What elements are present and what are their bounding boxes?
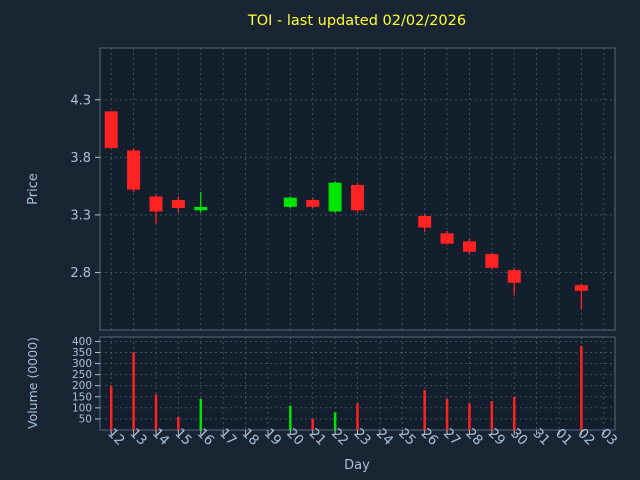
volume-bar (109, 385, 113, 430)
tick-marks (95, 99, 605, 435)
candle-body (171, 199, 185, 208)
candle-body (104, 111, 118, 149)
price-axis-label: Price (26, 173, 41, 205)
candle-body (149, 196, 163, 212)
volume-bar (356, 403, 359, 430)
volume-bar (490, 401, 494, 430)
volume-bar (423, 390, 426, 430)
volume-tick-label: 250 (72, 369, 92, 381)
price-tick-label: 4.3 (70, 93, 91, 108)
volume-bar (199, 399, 203, 430)
candle-body (194, 206, 208, 211)
volume-bar (177, 416, 180, 430)
price-tick-label: 3.3 (70, 208, 91, 223)
candle-body (418, 216, 432, 228)
candle-body (462, 241, 476, 252)
volume-tick-label: 200 (72, 380, 92, 392)
candle-body (507, 270, 521, 283)
volume-bars (109, 345, 583, 430)
volume-tick-label: 300 (72, 358, 92, 370)
candle-body (306, 199, 320, 207)
candle-body (351, 184, 364, 211)
volume-tick-label: 50 (79, 413, 92, 425)
volume-bar (311, 418, 314, 430)
volume-bar (333, 412, 337, 430)
volume-bar (468, 403, 471, 430)
volume-tick-label: 100 (72, 402, 92, 414)
volume-bar (154, 394, 158, 430)
volume-bar (445, 399, 449, 430)
volume-tick-label: 400 (72, 336, 92, 348)
chart-title: TOI - last updated 02/02/2026 (247, 13, 466, 29)
volume-axis-label: Volume (0000) (25, 337, 40, 429)
candlesticks (104, 111, 588, 310)
volume-tick-label: 350 (72, 347, 92, 359)
volume-tick-label: 150 (72, 391, 92, 403)
volume-bar (512, 396, 516, 430)
volume-bar (132, 352, 135, 430)
candle-body (485, 254, 499, 268)
x-axis-label: Day (344, 458, 370, 473)
volume-bar (580, 345, 583, 430)
candle-body (127, 150, 141, 190)
candle-body (283, 197, 297, 207)
candle-body (328, 182, 342, 212)
volume-bar (289, 405, 292, 430)
candle-body (574, 285, 588, 291)
price-tick-label: 2.8 (70, 266, 91, 281)
candle-body (440, 233, 454, 244)
price-tick-label: 3.8 (70, 151, 91, 166)
